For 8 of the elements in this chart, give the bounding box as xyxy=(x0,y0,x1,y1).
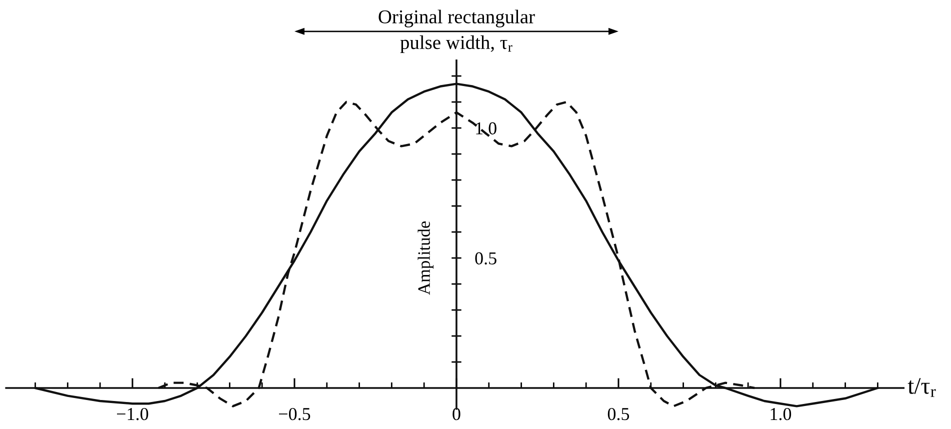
y-axis-title: Amplitude xyxy=(418,221,434,295)
x-axis-title: t/τ$_{r}$ xyxy=(908,378,936,397)
x-tick-label: −1.0 xyxy=(116,408,148,420)
x-tick-label: 0.5 xyxy=(608,408,630,420)
x-tick-label: 0 xyxy=(452,408,460,420)
x-tick-label: 1.0 xyxy=(770,408,792,420)
x-tick-label: −0.5 xyxy=(278,408,310,420)
text: Original rectangular pulse width, τ$_{r}$ xyxy=(378,10,535,54)
